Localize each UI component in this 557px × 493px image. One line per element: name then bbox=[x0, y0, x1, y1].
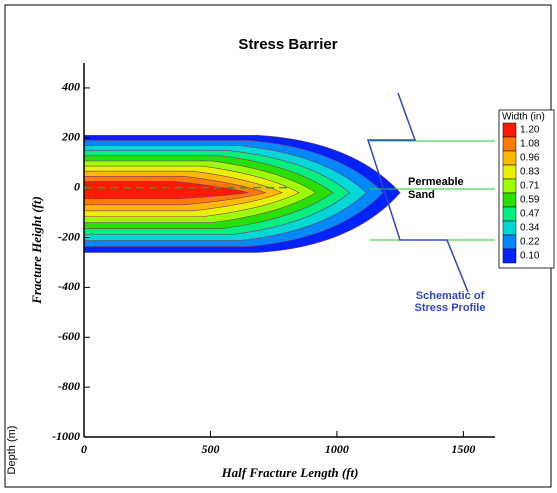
legend-label: 0.22 bbox=[520, 237, 540, 248]
stress-profile bbox=[366, 92, 469, 293]
legend-swatch bbox=[502, 122, 517, 138]
legend-label: 0.34 bbox=[520, 223, 540, 234]
legend-swatch bbox=[502, 150, 517, 166]
y-tick-label: -1000 bbox=[52, 429, 80, 443]
y-tick-label: 0 bbox=[74, 179, 80, 193]
legend-title: Width (in) bbox=[502, 112, 545, 123]
x-tick-label: 0 bbox=[81, 442, 87, 456]
legend-swatch bbox=[502, 206, 517, 222]
legend-swatch bbox=[502, 178, 517, 194]
legend-label: 0.59 bbox=[520, 195, 540, 206]
legend-label: 0.47 bbox=[520, 209, 540, 220]
annotation: Stress Profile bbox=[415, 302, 486, 314]
legend-swatch bbox=[502, 248, 517, 264]
x-tick-label: 1000 bbox=[325, 442, 349, 456]
x-tick-label: 1500 bbox=[451, 442, 475, 456]
y-tick-label: -800 bbox=[58, 379, 80, 393]
legend-label: 0.96 bbox=[520, 153, 540, 164]
y-tick-label: 400 bbox=[61, 80, 80, 94]
side-label: Depth (m) bbox=[6, 426, 18, 475]
annotation: Permeable bbox=[408, 176, 464, 188]
legend-label: 1.08 bbox=[520, 139, 540, 150]
legend-label: 0.83 bbox=[520, 167, 540, 178]
y-tick-label: -400 bbox=[58, 279, 80, 293]
legend-swatch bbox=[502, 220, 517, 236]
legend-label: 0.71 bbox=[520, 181, 540, 192]
contour-region bbox=[83, 181, 249, 200]
annotation: Schematic of bbox=[416, 290, 485, 302]
y-axis-label: Fracture Height (ft) bbox=[29, 196, 44, 305]
y-tick-label: -200 bbox=[58, 229, 80, 243]
y-tick-label: -600 bbox=[58, 329, 80, 343]
legend-swatch bbox=[502, 164, 517, 180]
chart-title: Stress Barrier bbox=[238, 36, 337, 53]
x-tick-label: 500 bbox=[201, 442, 219, 456]
legend-swatch bbox=[502, 192, 517, 208]
y-tick-label: 200 bbox=[61, 130, 80, 144]
legend-swatch bbox=[502, 136, 517, 152]
x-axis-label: Half Fracture Length (ft) bbox=[221, 465, 359, 480]
legend-label: 1.20 bbox=[520, 125, 540, 136]
legend-label: 0.10 bbox=[520, 251, 540, 262]
annotation: Sand bbox=[408, 189, 435, 201]
legend-swatch bbox=[502, 234, 517, 250]
